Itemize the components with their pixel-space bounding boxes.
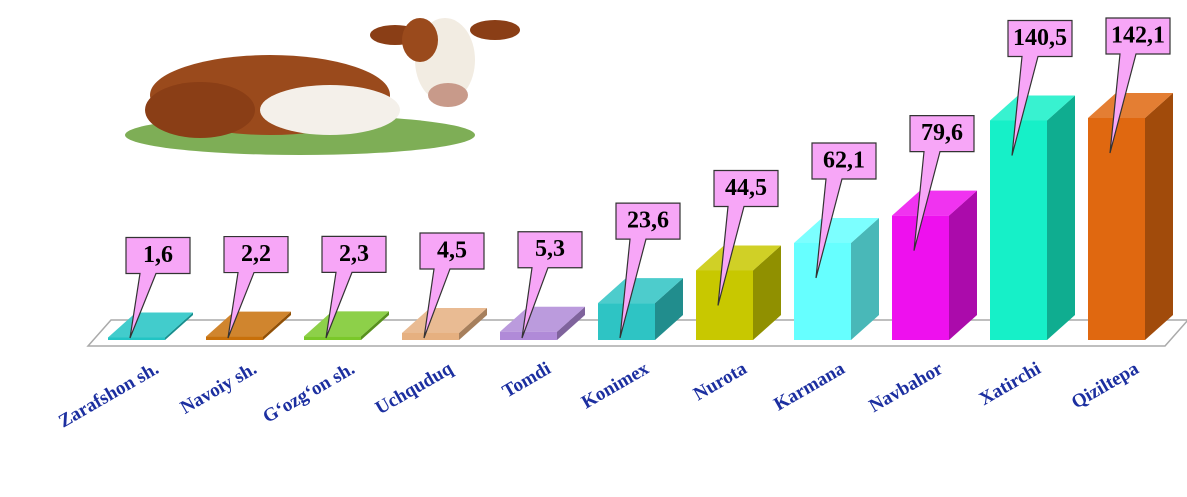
category-label: Navoiy sh.: [177, 358, 261, 418]
bar: [990, 120, 1047, 340]
value-label: 1,6: [143, 242, 173, 268]
value-label: 2,3: [339, 241, 369, 267]
bar: [892, 216, 949, 340]
bar-side-shade: [1047, 95, 1075, 340]
category-label: Konimex: [578, 358, 653, 413]
cow-picture: [125, 18, 520, 155]
category-label: G‘ozg‘on sh.: [259, 358, 358, 427]
value-label: 142,1: [1111, 23, 1165, 49]
category-label: Qiziltepa: [1068, 358, 1143, 413]
bar: [794, 243, 851, 340]
bar: [206, 337, 263, 340]
bar: [402, 333, 459, 340]
value-label: 5,3: [535, 236, 565, 262]
bar-side-shade: [949, 191, 977, 340]
value-label: 23,6: [627, 208, 669, 234]
category-label: Nurota: [690, 358, 751, 405]
value-label: 140,5: [1013, 25, 1067, 51]
category-label: Xatirchi: [976, 358, 1045, 410]
bar: [108, 338, 165, 340]
value-label: 62,1: [823, 147, 865, 173]
category-label: Zarafshon sh.: [55, 358, 162, 432]
value-label: 4,5: [437, 237, 467, 263]
category-label: Uchquduq: [372, 358, 457, 419]
category-label: Karmana: [770, 358, 849, 415]
chart: 1,6 Zarafshon sh. 2,2 Navoiy sh. 2,3 G‘ozg‘on…: [0, 0, 1187, 497]
value-label: 2,2: [241, 241, 271, 267]
value-label: 79,6: [921, 120, 963, 146]
bar: [304, 336, 361, 340]
bar: [500, 332, 557, 340]
bar: [1088, 118, 1145, 340]
category-label: Navbahor: [866, 358, 947, 417]
value-label: 44,5: [725, 175, 767, 201]
bar-side-shade: [1145, 93, 1173, 340]
category-label: Tomdi: [499, 358, 555, 402]
